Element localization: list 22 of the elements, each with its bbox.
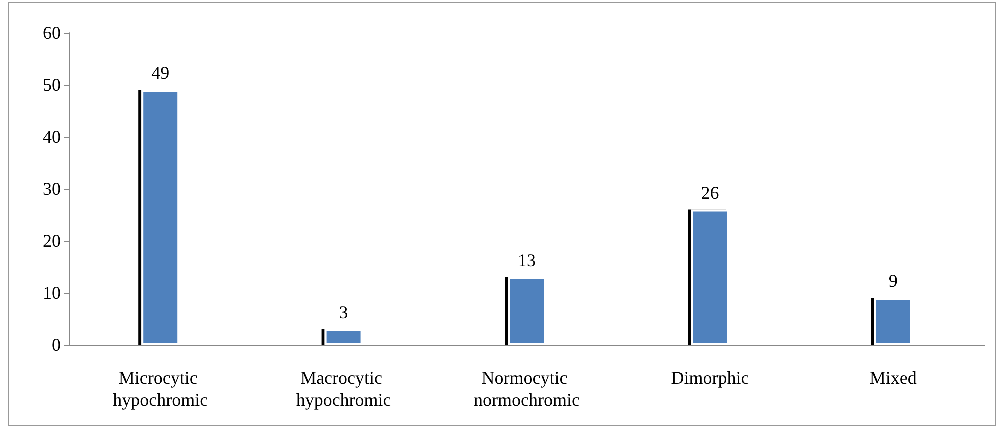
y-tick-label: 50 <box>43 75 61 95</box>
x-tick-label: Dimorphic <box>671 368 750 388</box>
y-tick-label: 20 <box>43 231 61 251</box>
data-label: 9 <box>888 271 898 292</box>
y-tick-label: 30 <box>43 179 61 199</box>
data-label: 49 <box>152 63 170 84</box>
bar <box>142 90 180 345</box>
y-tick-label: 10 <box>43 283 61 303</box>
y-tick-label: 60 <box>43 23 61 43</box>
x-tick-label: Macrocytic hypochromic <box>296 368 392 410</box>
bar <box>691 210 730 345</box>
bar <box>874 298 912 345</box>
data-label: 26 <box>701 182 720 203</box>
x-tick-label: Mixed <box>870 368 917 388</box>
x-tick-label: Normocytic normochromic <box>474 368 580 410</box>
y-tick-label: 0 <box>52 335 61 355</box>
data-label: 13 <box>518 250 536 270</box>
data-label: 3 <box>339 302 348 322</box>
x-tick-label: Microcytic hypochromic <box>113 368 208 410</box>
y-tick-label: 40 <box>43 127 61 147</box>
bar <box>508 277 546 345</box>
bar <box>324 329 363 345</box>
